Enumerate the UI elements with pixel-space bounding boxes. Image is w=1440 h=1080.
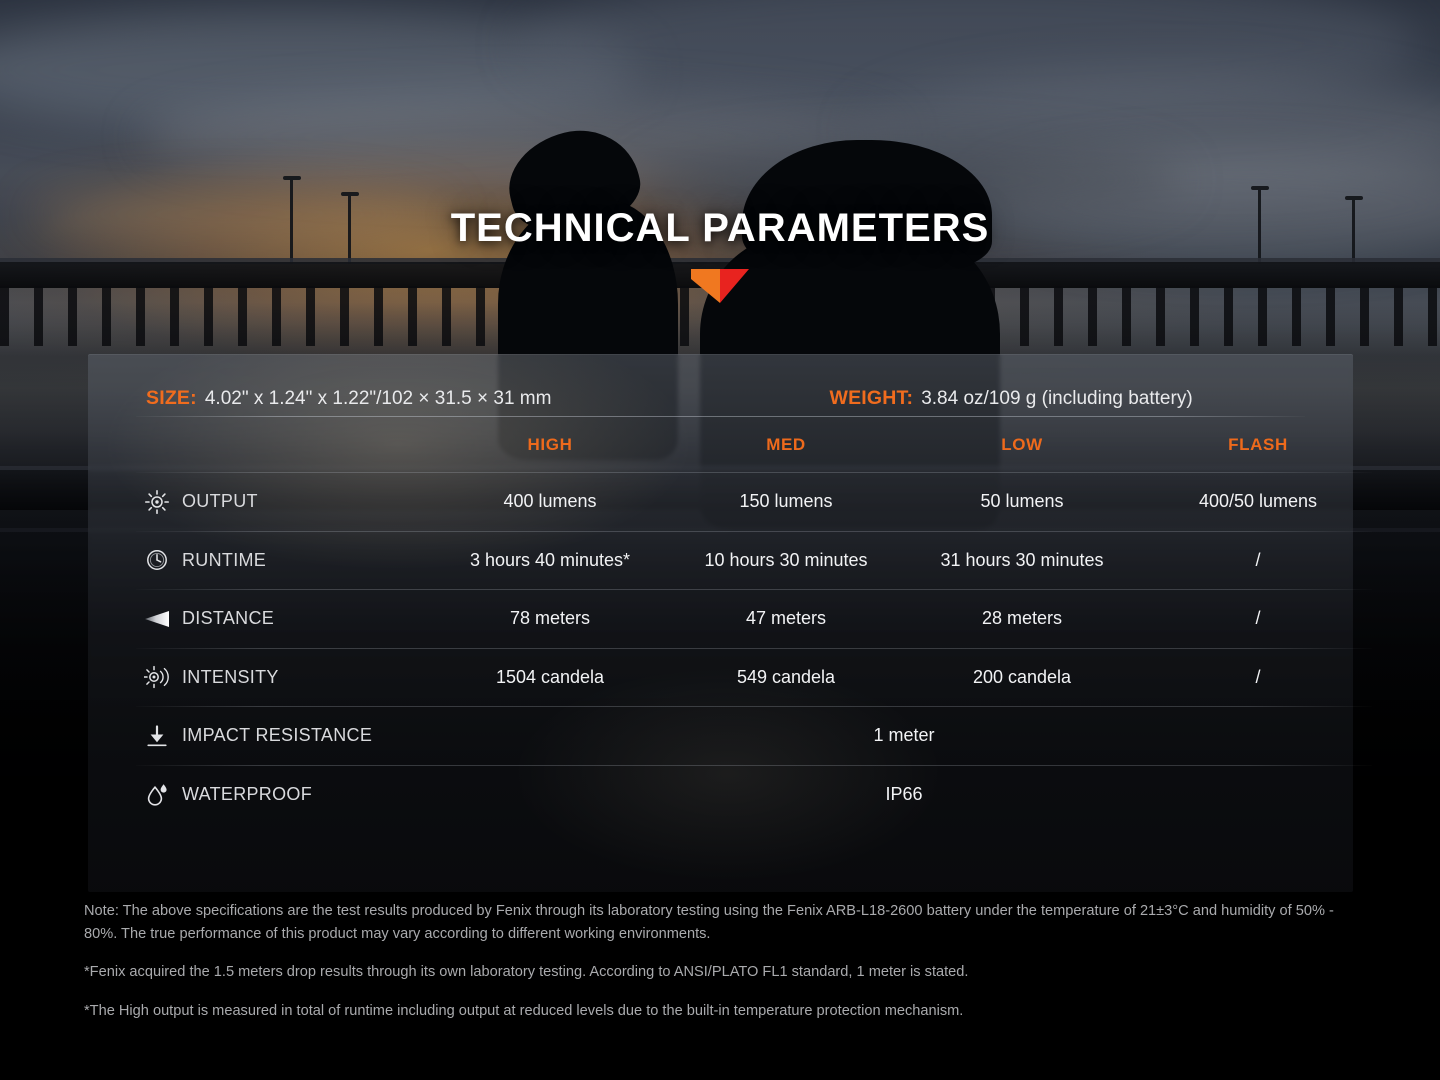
- cell-intensity-flash: /: [1255, 666, 1261, 687]
- cell-runtime-low: 31 hours 30 minutes: [940, 549, 1104, 570]
- divider-row: [132, 706, 1376, 707]
- page-title: TECHNICAL PARAMETERS: [450, 206, 990, 250]
- cell-output-med: 150 lumens: [739, 491, 833, 512]
- lamp-post: [341, 192, 359, 264]
- cell-runtime-high: 3 hours 40 minutes*: [469, 549, 631, 570]
- row-label-text: DISTANCE: [182, 608, 275, 629]
- divider: [136, 472, 1372, 473]
- row-label-intensity: INTENSITY: [132, 649, 432, 707]
- weight-value: 3.84 oz/109 g (including battery): [921, 388, 1193, 409]
- note-line: Note: The above specifications are the t…: [84, 903, 1334, 942]
- row-label-text: INTENSITY: [182, 666, 279, 687]
- weight-label: WEIGHT:: [829, 387, 914, 409]
- divider: [136, 416, 1305, 417]
- beam-distance-icon: [144, 606, 170, 632]
- divider-row: [132, 764, 1376, 766]
- column-header-med: MED: [766, 434, 806, 454]
- divider: [136, 647, 1372, 649]
- divider-row: [132, 589, 1376, 590]
- note-line: *Fenix acquired the 1.5 meters drop resu…: [84, 964, 969, 981]
- table-row: DISTANCE 78 meters 47 meters 28 meters /: [132, 590, 1376, 648]
- row-label-text: RUNTIME: [182, 549, 267, 570]
- specs-panel: SIZE: 4.02" x 1.24" x 1.22"/102 × 31.5 ×…: [88, 354, 1372, 892]
- table-row: WATERPROOF IP66: [132, 766, 1376, 824]
- column-header-low: LOW: [1001, 434, 1043, 454]
- divider-row: [132, 530, 1376, 532]
- table-row: RUNTIME 3 hours 40 minutes* 10 hours 30 …: [132, 532, 1376, 590]
- table-row: IMPACT RESISTANCE 1 meter: [132, 707, 1376, 765]
- size-weight-row: SIZE: 4.02" x 1.24" x 1.22"/102 × 31.5 ×…: [132, 354, 1309, 416]
- cell-intensity-high: 1504 candela: [495, 666, 605, 687]
- divider: [136, 589, 1372, 590]
- cell-runtime-med: 10 hours 30 minutes: [704, 549, 868, 570]
- brightness-sun-icon: [144, 489, 170, 515]
- column-header-flash: FLASH: [1228, 434, 1288, 454]
- row-label-distance: DISTANCE: [132, 590, 432, 648]
- cell-impact-resistance-value: 1 meter: [873, 725, 935, 746]
- note-line: *The High output is measured in total of…: [84, 1002, 964, 1019]
- table-header-row: HIGH MED LOW FLASH: [132, 417, 1376, 472]
- divider: [136, 530, 1372, 532]
- cell-distance-flash: /: [1255, 608, 1261, 629]
- lamp-post: [1251, 186, 1269, 264]
- cell-waterproof-value: IP66: [885, 783, 923, 804]
- divider-row: [132, 472, 1376, 473]
- lamp-post: [1345, 196, 1363, 264]
- cell-intensity-low: 200 candela: [972, 666, 1072, 687]
- row-label-text: IMPACT RESISTANCE: [182, 725, 373, 746]
- cell-distance-med: 47 meters: [745, 608, 827, 629]
- cloud-shape: [520, 0, 1420, 120]
- size-label: SIZE:: [146, 387, 197, 409]
- row-label-text: OUTPUT: [182, 491, 258, 512]
- cell-runtime-flash: /: [1255, 549, 1261, 570]
- page-header: TECHNICAL PARAMETERS: [0, 206, 1440, 305]
- cell-output-flash: 400/50 lumens: [1198, 491, 1318, 512]
- row-label-text: WATERPROOF: [182, 783, 312, 804]
- cell-output-low: 50 lumens: [980, 491, 1064, 512]
- impact-drop-arrow-icon: [144, 723, 170, 749]
- clock-icon: [144, 547, 170, 573]
- chevron-down-icon: [0, 269, 1440, 305]
- weight-spec: WEIGHT: 3.84 oz/109 g (including battery…: [829, 387, 1192, 410]
- divider: [136, 764, 1372, 766]
- row-label-runtime: RUNTIME: [132, 532, 432, 590]
- specifications-table: HIGH MED LOW FLASH: [132, 417, 1376, 823]
- bridge-deck: [0, 258, 1440, 264]
- notes-section: Note: The above specifications are the t…: [84, 900, 1369, 1022]
- cell-output-high: 400 lumens: [503, 491, 597, 512]
- cloud-shape: [0, 10, 640, 130]
- cell-intensity-med: 549 candela: [736, 666, 836, 687]
- cell-distance-low: 28 meters: [981, 608, 1063, 629]
- divider-row: [132, 647, 1376, 649]
- size-value: 4.02" x 1.24" x 1.22"/102 × 31.5 × 31 mm: [204, 388, 552, 409]
- waterproof-droplet-icon: [144, 781, 170, 807]
- row-label-waterproof: WATERPROOF: [132, 766, 432, 824]
- table-row: INTENSITY 1504 candela 549 candela 200 c…: [132, 649, 1376, 707]
- divider: [136, 706, 1372, 707]
- table-corner-cell: [132, 417, 432, 472]
- row-label-output: OUTPUT: [132, 473, 432, 531]
- lamp-post: [283, 176, 301, 264]
- row-label-impact-resistance: IMPACT RESISTANCE: [132, 707, 432, 765]
- size-spec: SIZE: 4.02" x 1.24" x 1.22"/102 × 31.5 ×…: [146, 387, 551, 410]
- cell-distance-high: 78 meters: [509, 608, 591, 629]
- intensity-sun-rays-icon: [144, 664, 170, 690]
- table-row: OUTPUT 400 lumens 150 lumens 50 lumens 4…: [132, 473, 1376, 531]
- column-header-high: HIGH: [527, 434, 573, 454]
